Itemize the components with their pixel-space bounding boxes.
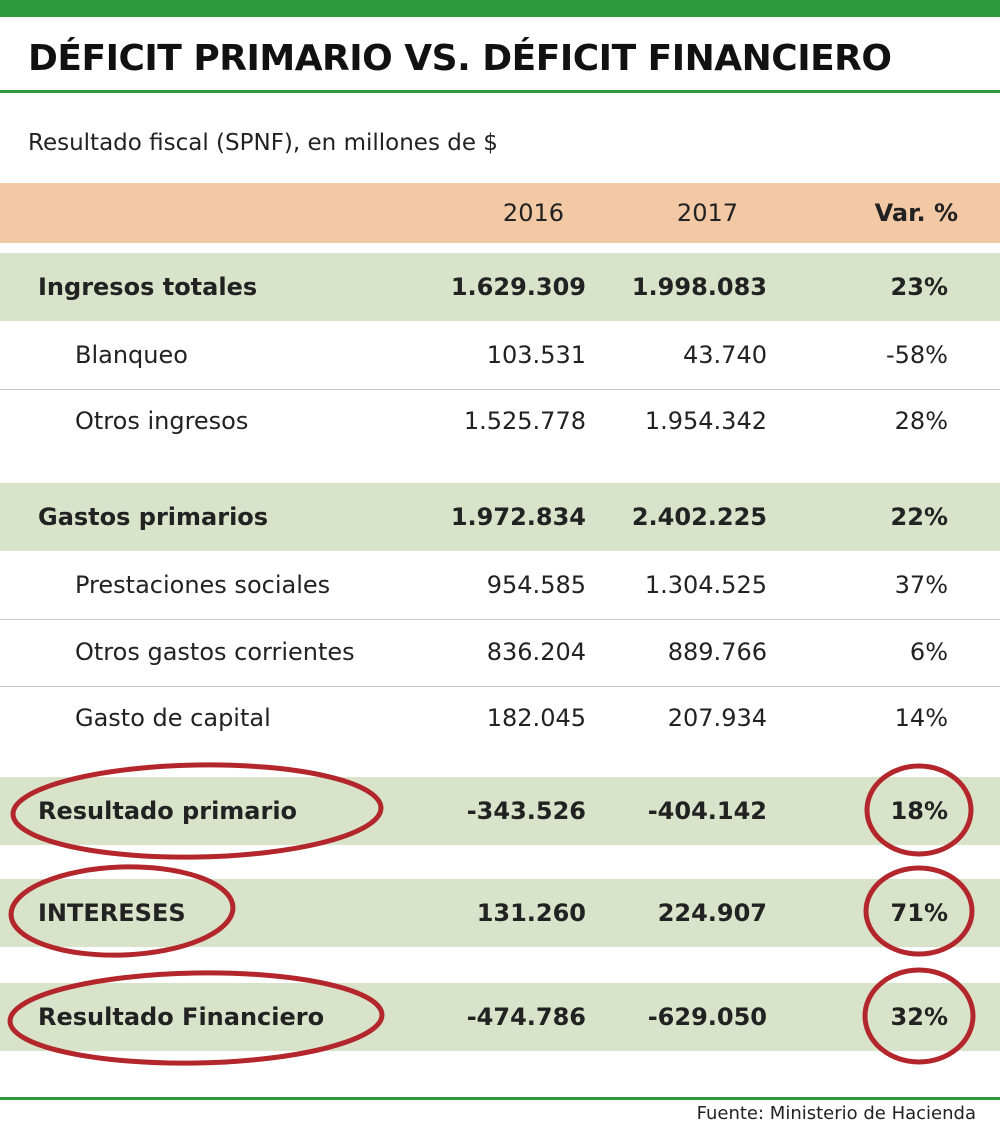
- value-2017: -404.142: [647, 797, 767, 825]
- value-var: 22%: [890, 503, 948, 531]
- value-2016: 836.204: [486, 638, 586, 666]
- table-row: Prestaciones sociales 954.585 1.304.525 …: [0, 551, 1000, 620]
- source-note: Fuente: Ministerio de Hacienda: [696, 1103, 976, 1124]
- value-var: 37%: [894, 571, 948, 599]
- value-2016: 1.525.778: [463, 407, 586, 435]
- bottom-divider: [0, 1097, 1000, 1100]
- row-label: Resultado Financiero: [38, 1003, 325, 1031]
- value-2017: 207.934: [667, 704, 767, 732]
- row-label: Resultado primario: [38, 797, 298, 825]
- value-2016: -474.786: [466, 1003, 586, 1031]
- value-2016: 1.972.834: [450, 503, 586, 531]
- value-2017: 43.740: [683, 341, 767, 369]
- row-label: Otros ingresos: [75, 407, 249, 435]
- value-2017: 889.766: [667, 638, 767, 666]
- table-row: Otros ingresos 1.525.778 1.954.342 28%: [0, 387, 1000, 455]
- table-row: Gasto de capital 182.045 207.934 14%: [0, 684, 1000, 752]
- value-2016: 131.260: [476, 899, 586, 927]
- table-row: Resultado Financiero -474.786 -629.050 3…: [0, 983, 1000, 1051]
- value-var: 28%: [894, 407, 948, 435]
- table-row: Otros gastos corrientes 836.204 889.766 …: [0, 618, 1000, 687]
- table-row: Gastos primarios 1.972.834 2.402.225 22%: [0, 483, 1000, 551]
- top-accent-bar: [0, 0, 1000, 17]
- value-2016: 1.629.309: [450, 273, 586, 301]
- value-2016: 182.045: [486, 704, 586, 732]
- value-var: 14%: [894, 704, 948, 732]
- value-2017: -629.050: [647, 1003, 767, 1031]
- value-var: 6%: [909, 638, 948, 666]
- value-2016: 954.585: [486, 571, 586, 599]
- column-header-var: Var. %: [874, 199, 958, 227]
- title-divider: [0, 90, 1000, 93]
- value-2017: 224.907: [657, 899, 767, 927]
- value-var: 71%: [890, 899, 948, 927]
- value-2017: 1.998.083: [631, 273, 767, 301]
- row-label: Gasto de capital: [75, 704, 271, 732]
- row-label: Otros gastos corrientes: [75, 638, 355, 666]
- table-row: Resultado primario -343.526 -404.142 18%: [0, 777, 1000, 845]
- value-2017: 1.304.525: [644, 571, 767, 599]
- row-label: INTERESES: [38, 899, 186, 927]
- chart-subtitle: Resultado fiscal (SPNF), en millones de …: [28, 130, 498, 156]
- table-row: Blanqueo 103.531 43.740 -58%: [0, 321, 1000, 390]
- value-2017: 2.402.225: [631, 503, 767, 531]
- value-2016: -343.526: [466, 797, 586, 825]
- value-var: 32%: [890, 1003, 948, 1031]
- table-header-row: 2016 2017 Var. %: [0, 183, 1000, 243]
- row-label: Prestaciones sociales: [75, 571, 331, 599]
- column-header-2017: 2017: [676, 199, 738, 227]
- row-label: Gastos primarios: [38, 503, 269, 531]
- value-var: 23%: [890, 273, 948, 301]
- column-header-2016: 2016: [502, 199, 564, 227]
- value-var: -58%: [885, 341, 948, 369]
- table-row: Ingresos totales 1.629.309 1.998.083 23%: [0, 253, 1000, 321]
- chart-title: DÉFICIT PRIMARIO VS. DÉFICIT FINANCIERO: [28, 38, 892, 79]
- table-row: INTERESES 131.260 224.907 71%: [0, 879, 1000, 947]
- row-label: Blanqueo: [75, 341, 188, 369]
- row-label: Ingresos totales: [38, 273, 258, 301]
- value-2016: 103.531: [486, 341, 586, 369]
- value-2017: 1.954.342: [644, 407, 767, 435]
- value-var: 18%: [890, 797, 948, 825]
